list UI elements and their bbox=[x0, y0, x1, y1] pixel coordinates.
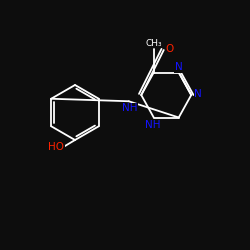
Text: CH₃: CH₃ bbox=[146, 39, 162, 48]
Text: NH: NH bbox=[145, 120, 160, 130]
Text: N: N bbox=[194, 89, 202, 99]
Text: N: N bbox=[175, 62, 182, 72]
Text: O: O bbox=[165, 44, 173, 54]
Text: HO: HO bbox=[48, 142, 64, 152]
Text: NH: NH bbox=[122, 103, 138, 113]
